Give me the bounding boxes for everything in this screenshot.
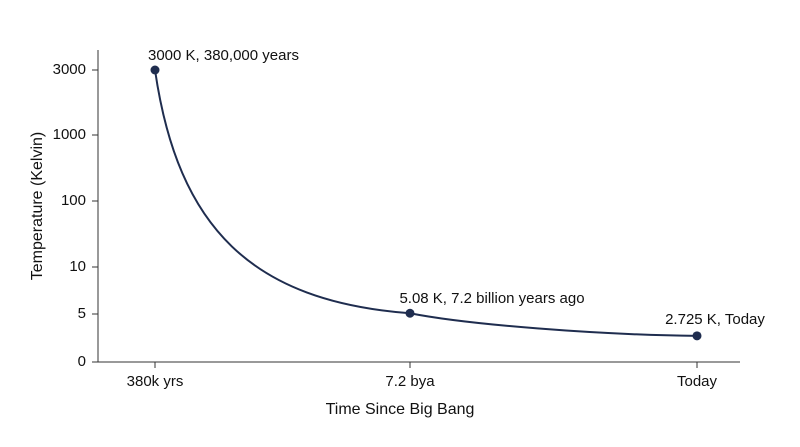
point (405, 308, 415, 318)
x-tick-label: Today (677, 373, 718, 390)
y-tick-label: 100 (61, 192, 86, 209)
value-label: 3000 K, 380,000 years (148, 47, 299, 64)
line (154, 69, 698, 337)
point (150, 65, 160, 75)
x-tick-label: 7.2 bya (385, 373, 435, 390)
x-tick-label: 380k yrs (127, 373, 184, 390)
value-label: 5.08 K, 7.2 billion years ago (399, 290, 584, 307)
y-axis-label: Temperature (Kelvin) (29, 132, 46, 281)
y-tick-label: 1000 (53, 126, 86, 143)
x-axis-label: Time Since Big Bang (326, 401, 475, 418)
y-tick-label: 5 (78, 305, 86, 322)
value-label: 2.725 K, Today (665, 311, 765, 328)
y-tick-label: 3000 (53, 61, 86, 78)
y-tick-label: 10 (69, 258, 86, 275)
point (692, 331, 702, 341)
y-tick-label: 0 (78, 353, 86, 370)
